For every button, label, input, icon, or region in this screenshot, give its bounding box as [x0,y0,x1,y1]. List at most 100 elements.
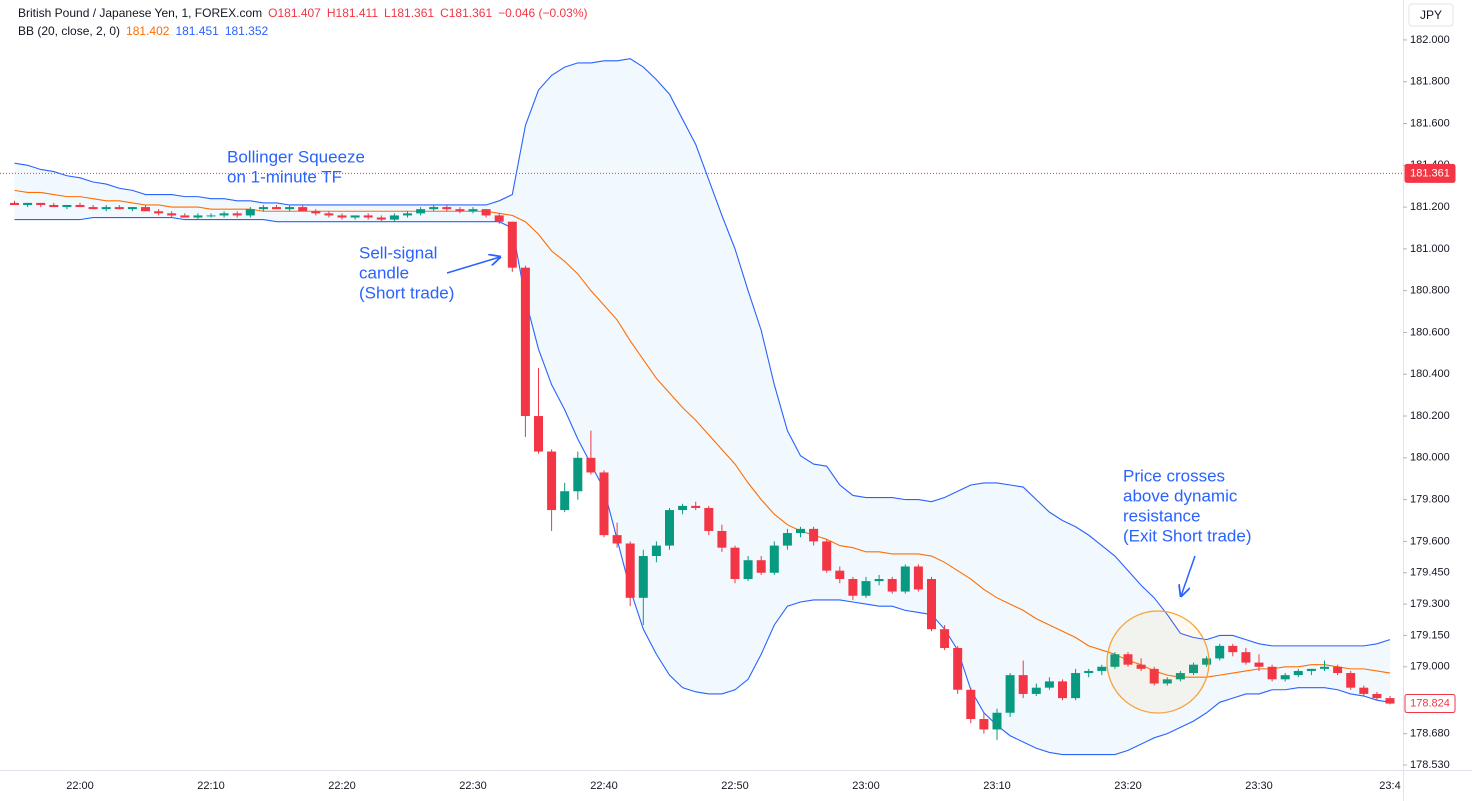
candle-body [180,215,190,218]
candle-body [49,204,59,208]
candle-body [114,207,124,210]
candle-body [101,207,111,210]
candle-body [534,416,543,452]
candle-body [1005,675,1015,713]
candle-body [219,213,229,216]
candle-body [481,209,491,216]
currency: JPY [1420,8,1442,22]
symbol: British Pound / Japanese Yen, 1, FOREX.c… [18,6,263,20]
annotation-text: (Short trade) [359,283,454,302]
candle-body [599,472,609,536]
y-tick-label: 181.600 [1410,117,1450,129]
bb-value: 181.451 [175,24,219,38]
candle-body [311,211,321,214]
candle-body [979,719,989,730]
y-tick-label: 179.450 [1410,567,1450,579]
annotation-text: Price crosses [1123,466,1225,485]
candle-body [1306,668,1316,671]
candle-body [1241,652,1251,663]
candle-body [586,457,596,473]
candle-body [782,533,792,546]
candle-body [1359,687,1369,694]
candle-body [1031,687,1041,694]
y-tick-label: 179.600 [1410,535,1450,547]
candle-body [796,528,805,534]
y-tick-label: 182.000 [1410,34,1450,46]
candle-body [612,535,622,544]
candle-body [665,510,674,546]
x-tick-label: 22:00 [66,780,94,792]
ohlc-high: H181.411 [326,6,379,20]
candle-body [23,202,33,205]
bb-value: 181.352 [224,24,269,38]
candle-body [1189,664,1198,674]
candle-body [350,215,360,218]
x-tick-label: 23:00 [852,780,880,792]
price-tag-label: 181.361 [1410,167,1450,179]
ohlc-open: O181.407 [268,6,321,20]
band-line [14,58,1391,647]
candle-body [835,570,845,580]
candle-body [232,213,242,216]
candle-body [1175,673,1185,680]
x-tick-label: 22:10 [197,780,225,792]
arrow [446,257,500,274]
price-tag-label: 178.824 [1410,697,1450,709]
candle-body [245,209,255,216]
candle-body [940,629,950,648]
candle-body [298,207,308,212]
candle-body [691,505,701,508]
candle-body [1346,673,1356,688]
candle-body [887,579,897,592]
candle-body [1202,658,1212,665]
candle-body [324,213,334,216]
annotation-text: on 1-minute TF [227,167,342,186]
x-tick-label: 22:20 [328,780,356,792]
candle-body [468,209,478,212]
candle-body [966,689,976,720]
candle-body [573,457,583,492]
y-tick-label: 181.200 [1410,201,1450,213]
y-tick-label: 179.800 [1410,494,1450,506]
candle-body [913,566,923,590]
price-tag [1404,694,1456,714]
candle-body [285,207,295,210]
band-fill [14,58,1390,755]
candle-body [1254,662,1264,667]
y-tick-label: 181.000 [1410,243,1450,255]
candle-body [337,215,347,218]
band-line [14,189,1391,678]
y-tick-label: 180.200 [1410,410,1450,422]
x-tick-label: 23:20 [1114,780,1142,792]
candle-body [167,213,177,216]
candle-body [822,541,832,571]
candle-body [953,647,963,690]
candle-body [1058,681,1067,699]
candle-body [88,207,98,210]
x-tick-label: 23:10 [983,780,1011,792]
candle-body [809,528,819,542]
candle-body [141,207,150,212]
bb-legend: BB (20, close, 2, 0) 181.402 181.451 181… [18,24,268,38]
candle-body [193,215,203,218]
ohlc-change: −0.046 (−0.03%) [498,6,588,20]
candle-body [1110,654,1120,667]
candle-body [651,545,661,557]
candle-body [455,209,465,212]
candle-body [1320,666,1329,669]
candle-body [756,560,766,573]
x-tick-label: 23:4 [1379,780,1400,792]
candle-body [62,204,72,208]
x-tick-label: 22:50 [721,780,749,792]
candle-body [206,215,216,217]
currency-box[interactable] [1408,3,1454,27]
candle-body [389,215,399,220]
candle-body [730,547,740,580]
y-tick-label: 180.600 [1410,326,1450,338]
candle-body [442,207,452,210]
annotation-text: Sell-signal [359,243,437,262]
candle-body [560,491,570,511]
candle-body [874,579,884,582]
